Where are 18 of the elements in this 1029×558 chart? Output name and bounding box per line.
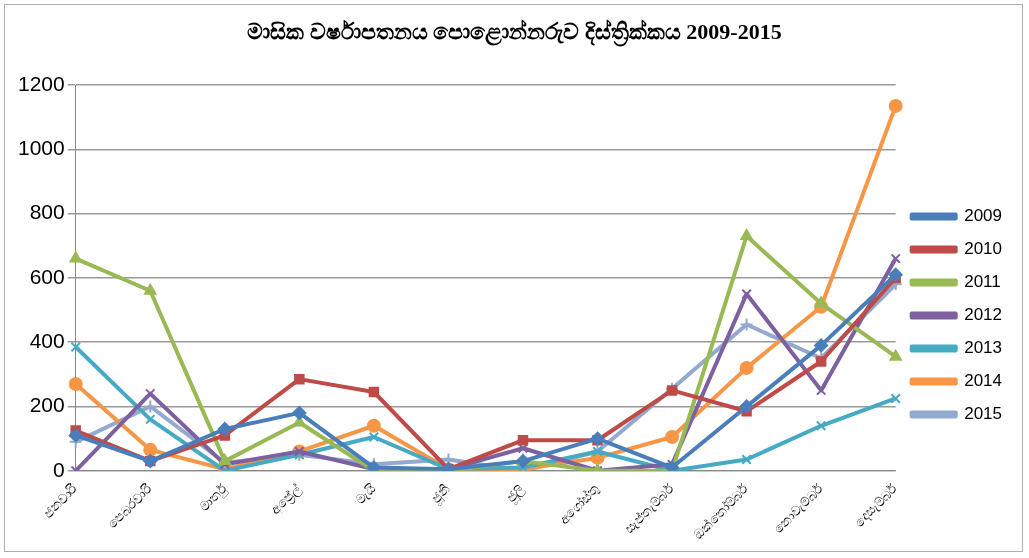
y-tick-label: 200 xyxy=(29,393,65,417)
legend-label: 2015 xyxy=(964,404,1003,424)
y-tick-label: 800 xyxy=(29,200,65,224)
y-tick-label: 1200 xyxy=(18,71,65,95)
x-tick-label: ජූලි xyxy=(503,481,529,506)
legend-label: 2014 xyxy=(964,371,1003,391)
legend-label: 2011 xyxy=(964,272,1001,292)
chart-title: මාසික වර්ෂාපතනය පොළොන්නරුව දිස්ත්‍රික්කය 2009-2015 xyxy=(246,19,783,45)
y-tick-label: 400 xyxy=(29,328,65,352)
y-tick-label: 600 xyxy=(29,264,65,288)
y-tick-label: 1000 xyxy=(18,136,65,160)
legend-label: 2009 xyxy=(964,206,1003,226)
legend-label: 2013 xyxy=(964,338,1003,358)
x-tick-label: මැයි xyxy=(352,480,380,508)
legend-label: 2010 xyxy=(964,239,1003,259)
x-tick-label: ජූනි xyxy=(428,481,454,507)
y-tick-label: 0 xyxy=(53,457,65,481)
legend-label: 2012 xyxy=(964,305,1003,325)
